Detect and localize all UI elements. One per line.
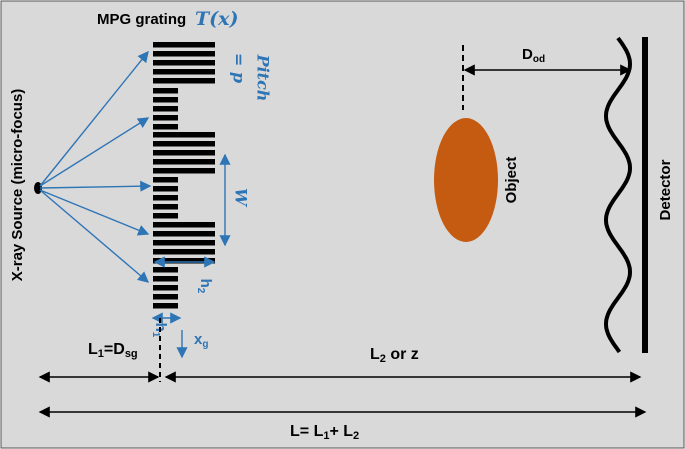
- grating-bar: [153, 78, 215, 84]
- grating-bar: [153, 168, 215, 174]
- dod-main: D: [522, 46, 533, 63]
- total-label: L= L1+ L2: [290, 423, 359, 442]
- pitch: Pitch: [254, 54, 273, 102]
- grating-bar: [153, 132, 215, 138]
- grating-bar: [153, 186, 178, 192]
- grating-bar: [153, 42, 215, 48]
- total-plus: + L: [329, 423, 353, 440]
- l1-eq: =D: [104, 341, 125, 358]
- grating-bar: [153, 51, 215, 57]
- h1-sub: 1: [150, 332, 161, 338]
- grating-bar: [153, 276, 178, 282]
- grating-bar: [153, 195, 178, 201]
- xg-sub: g: [202, 339, 208, 350]
- grating-bar: [153, 294, 178, 300]
- xg-main: x: [194, 331, 203, 348]
- grating-bar: [153, 115, 178, 121]
- grating-bar: [153, 249, 215, 255]
- xg-label: xg: [194, 331, 208, 350]
- grating-bar: [153, 285, 178, 291]
- pitch-label: Pitch = p: [230, 53, 273, 102]
- grating-bar: [153, 97, 178, 103]
- dod-sub: od: [533, 54, 545, 65]
- total-sub: 1: [323, 430, 329, 442]
- l2-rest: or z: [386, 346, 419, 363]
- total-main: L= L: [290, 423, 324, 440]
- h2-label: h2: [195, 279, 214, 294]
- grating-bar: [153, 88, 178, 94]
- h2-main: h: [197, 279, 214, 288]
- wave: [603, 36, 633, 354]
- grating-bar: [153, 303, 178, 309]
- grating-bar: [153, 240, 215, 246]
- l1-main: L: [88, 341, 98, 358]
- grating-bar: [153, 204, 178, 210]
- detector-label: Detector: [657, 159, 674, 220]
- grating-bar: [153, 159, 215, 165]
- grating-bar: [153, 150, 215, 156]
- object-label: Object: [503, 157, 520, 204]
- object: [434, 118, 498, 242]
- grating-bar: [153, 177, 178, 183]
- source-label: X-ray Source (micro-focus): [9, 89, 26, 282]
- grating-bar: [153, 124, 178, 130]
- grating-bar: [153, 60, 215, 66]
- grating-bar: [153, 222, 215, 228]
- l2-sub: 2: [380, 353, 386, 365]
- grating-bar: [153, 106, 178, 112]
- l1-sub2: sg: [125, 348, 138, 360]
- grating-bar: [153, 267, 178, 273]
- l1-sub: 1: [98, 348, 104, 360]
- pitch-eq: = p: [230, 53, 249, 83]
- grating-bar: [153, 141, 215, 147]
- l1-label: L1=Dsg: [88, 341, 138, 360]
- l2-label: L2 or z: [370, 346, 419, 365]
- grating-bar: [153, 213, 178, 219]
- grating: [153, 42, 215, 309]
- h2-sub: 2: [195, 288, 206, 294]
- total-sub2: 2: [353, 430, 359, 442]
- transmission: T(x): [195, 8, 238, 30]
- dod-label: Dod: [522, 46, 545, 65]
- grating-bar: [153, 231, 215, 237]
- rays: [39, 50, 152, 283]
- l2-main: L: [370, 346, 380, 363]
- w-label: W: [232, 188, 251, 208]
- grating-title: MPG grating: [97, 11, 186, 28]
- grating-bar: [153, 69, 215, 75]
